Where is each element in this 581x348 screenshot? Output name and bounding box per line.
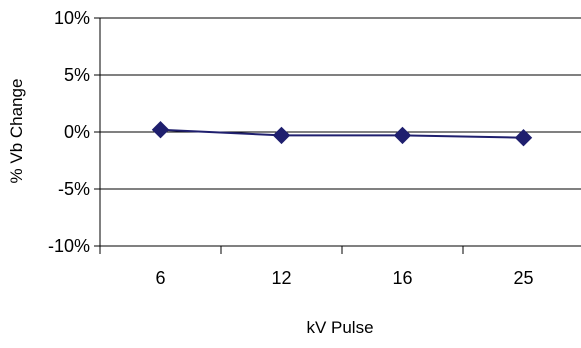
- gridlines: [100, 17, 581, 247]
- data-point-marker: [151, 121, 170, 139]
- series-line: [160, 128, 524, 139]
- data-series: [151, 121, 533, 147]
- axes: [94, 17, 464, 254]
- y-tick-label: 5%: [64, 65, 90, 85]
- x-tick-label: 6: [155, 268, 165, 288]
- y-tick-label: 10%: [54, 8, 90, 28]
- x-tick-label: 25: [513, 268, 533, 288]
- y-tick-label: -5%: [58, 179, 90, 199]
- y-tick-labels: -10% -5% 0% 5% 10%: [48, 8, 90, 256]
- x-tick-label: 16: [392, 268, 412, 288]
- data-point-marker: [272, 126, 291, 145]
- y-axis-title: % Vb Change: [7, 79, 26, 184]
- data-point-marker: [514, 128, 533, 147]
- x-axis-title: kV Pulse: [306, 318, 373, 337]
- data-point-marker: [393, 126, 412, 145]
- y-tick-label: -10%: [48, 236, 90, 256]
- x-tick-label: 12: [271, 268, 291, 288]
- y-tick-label: 0%: [64, 122, 90, 142]
- x-tick-labels: 6 12 16 25: [155, 268, 533, 288]
